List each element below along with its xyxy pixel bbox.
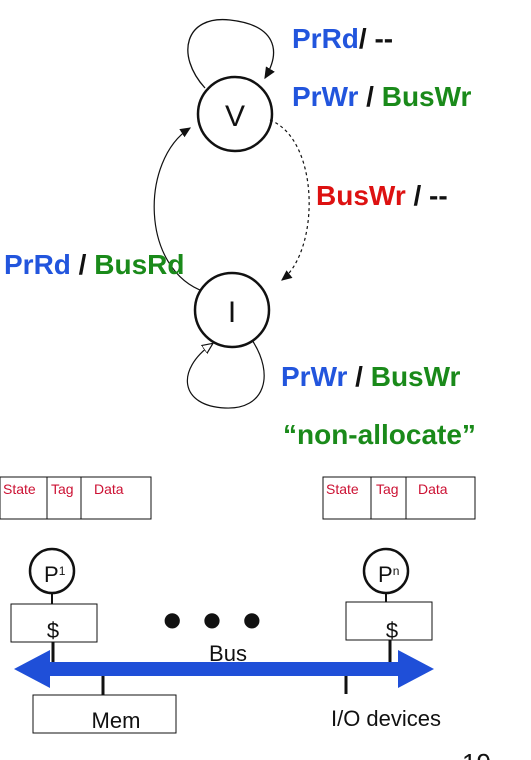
- cache-right-col-tag: Tag: [376, 481, 399, 497]
- state-i-label: I: [228, 296, 236, 329]
- page-number: 19: [462, 748, 491, 760]
- bus-label: Bus: [209, 641, 247, 666]
- cache-left: $: [10, 603, 98, 668]
- cache-right: $: [345, 601, 433, 668]
- processor-ellipsis: ● ● ●: [163, 607, 268, 631]
- v-to-i-arrow: [269, 119, 310, 281]
- label-i-self-wr: PrWr / BusWr: [281, 361, 461, 392]
- processor-right: Pn: [362, 547, 410, 602]
- cache-left-col-state: State: [3, 481, 36, 497]
- processor-right-label: Pn: [378, 562, 399, 587]
- label-non-allocate: “non-allocate”: [283, 419, 476, 450]
- cache-left-label: $: [47, 618, 59, 643]
- cache-right-col-state: State: [326, 481, 359, 497]
- i-self-loop: [186, 339, 265, 409]
- processor-left-label: P1: [44, 562, 66, 587]
- cache-right-col-data: Data: [418, 481, 448, 497]
- io-label: I/O devices: [331, 706, 441, 731]
- cache-left-col-data: Data: [94, 481, 124, 497]
- label-v-self-rd: PrRd/ --: [292, 23, 393, 54]
- memory-label: Mem: [92, 708, 141, 733]
- io-devices: I/O devices: [331, 676, 441, 731]
- processor-left: P1: [28, 547, 76, 604]
- label-v-self-wr: PrWr / BusWr: [292, 81, 472, 112]
- label-v-to-i: BusWr / --: [316, 180, 448, 211]
- memory: Mem: [32, 676, 177, 734]
- i-to-v-arrow: [153, 127, 206, 293]
- state-v-circle: [196, 75, 274, 153]
- label-i-to-v: PrRd / BusRd: [4, 249, 184, 280]
- cache-right-label: $: [386, 618, 398, 643]
- cache-left-col-tag: Tag: [51, 481, 74, 497]
- state-i-circle: [193, 271, 271, 349]
- cache-table-right: State Tag Data: [322, 476, 476, 520]
- system-bus: Bus: [14, 641, 434, 688]
- cache-table-left: State Tag Data: [0, 476, 152, 520]
- v-self-loop: [187, 19, 275, 89]
- state-v-label: V: [225, 100, 245, 133]
